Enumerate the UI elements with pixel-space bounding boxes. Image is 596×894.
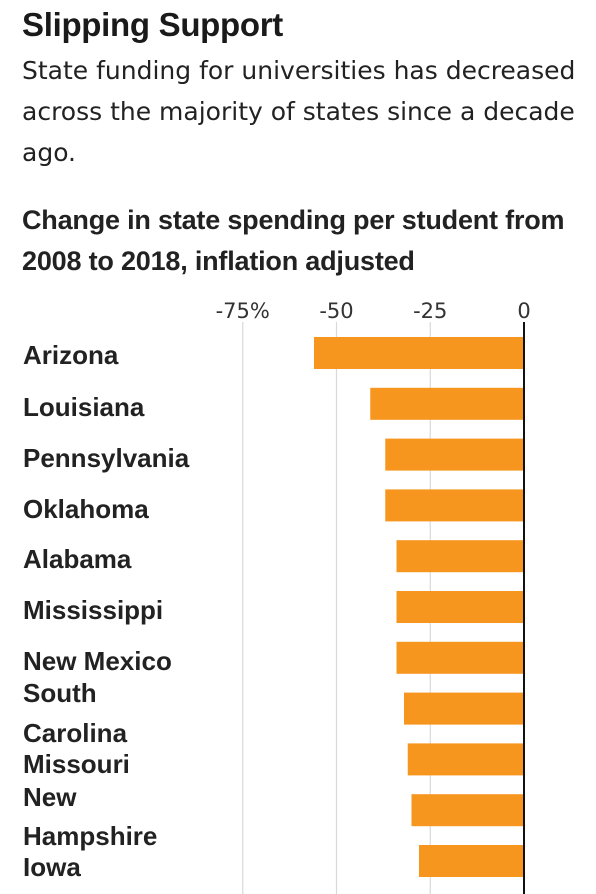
category-label: New Mexico [23, 646, 172, 676]
bar [396, 591, 524, 623]
category-label: Carolina [23, 718, 128, 748]
bar [396, 540, 524, 573]
category-label: Oklahoma [23, 494, 149, 524]
headline: Slipping Support [22, 6, 283, 43]
x-tick-label: 0 [517, 299, 530, 323]
category-label: Alabama [23, 544, 132, 574]
category-label: South [23, 678, 97, 708]
category-label: Iowa [23, 852, 81, 882]
subhead: State funding for universities has decre… [22, 56, 576, 167]
bar [370, 387, 524, 420]
bar [314, 337, 524, 369]
bar [404, 692, 524, 725]
category-label: Louisiana [23, 392, 145, 422]
category-label: Pennsylvania [23, 443, 190, 473]
bar [385, 489, 524, 522]
x-tick-label: -25 [413, 299, 447, 323]
bar [385, 438, 524, 471]
x-tick-label: -75% [216, 299, 270, 323]
category-label: Mississippi [23, 595, 163, 625]
category-label: Missouri [23, 749, 130, 779]
bars [314, 337, 524, 877]
category-label: New [23, 782, 77, 812]
category-labels: Arizona Louisiana Pennsylvania Oklahoma Alab… [23, 340, 190, 882]
category-label: Arizona [23, 340, 119, 370]
chart-title: Change in state spending per student fro… [22, 205, 565, 276]
category-label: Hampshire [23, 821, 157, 851]
bar [419, 845, 524, 877]
x-axis-ticks: -75% -50 -25 0 [216, 299, 531, 323]
x-tick-label: -50 [319, 299, 353, 323]
bar [411, 794, 524, 827]
bar [407, 743, 524, 776]
bar [396, 641, 524, 674]
